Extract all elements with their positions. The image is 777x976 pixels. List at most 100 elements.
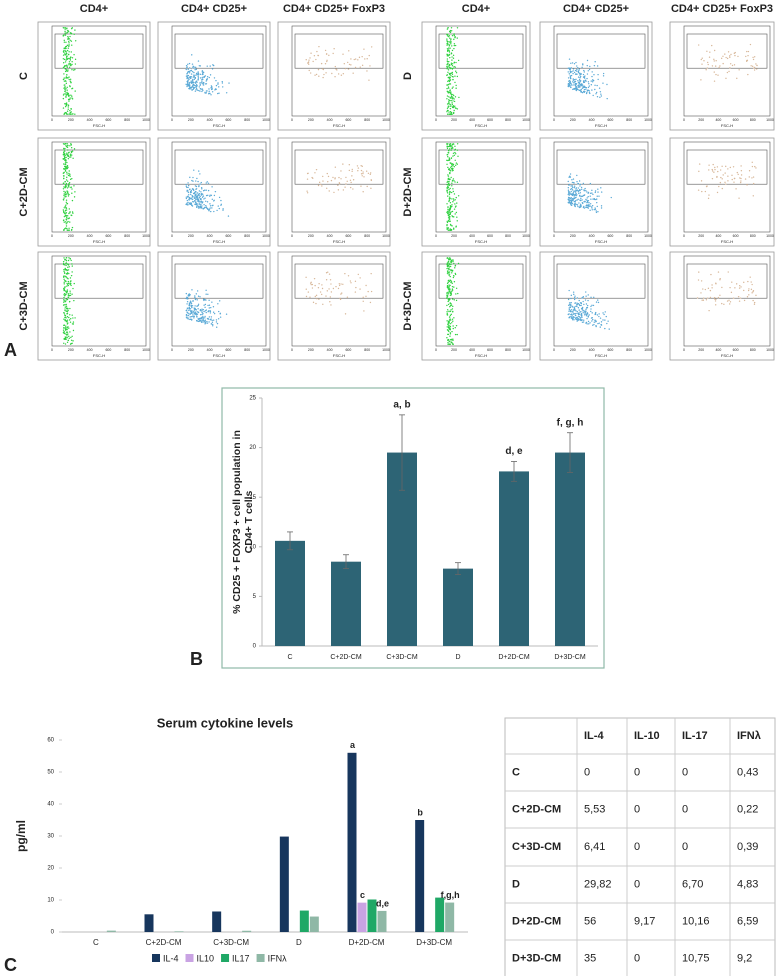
flow-dot [64,32,66,34]
flow-dot [207,293,209,296]
flow-dot [188,309,190,312]
flow-dot [64,156,66,159]
flow-dot [446,203,448,205]
flow-dot [569,75,571,77]
flow-dot [580,83,582,86]
flow-dot [592,94,594,97]
flow-dot [448,193,451,196]
flow-dot [735,188,737,190]
flow-dot [576,65,578,67]
y-tick-label: 10 [249,544,256,550]
flow-dot [597,191,599,193]
flow-dot [447,143,449,145]
flow-dot [201,316,203,319]
flow-dot [186,307,189,310]
flow-dot [592,324,594,326]
flow-dot [198,192,201,195]
flow-dot [63,312,66,314]
flow-dot [449,90,451,92]
flow-dot [571,181,574,184]
flow-dot [717,296,720,299]
flow-dot [209,205,212,207]
flow-dot [64,150,66,152]
flow-dot [724,172,726,174]
flow-dot [69,80,71,82]
flow-dot [200,187,203,189]
flow-dot [197,205,200,207]
table-cell: 29,82 [584,878,612,890]
flow-dot [73,69,75,71]
flow-dot [717,271,720,273]
row-label: C+3D-CM [18,281,30,330]
x-tick-label: 800 [364,348,370,352]
flow-dot [196,203,198,206]
flow-dot [594,84,596,86]
flow-dot [65,331,68,333]
x-tick-label: 600 [225,348,231,352]
flow-dot [63,338,66,340]
flow-dot [698,170,700,173]
x-tick-label: 0 [435,118,437,122]
x-tick-label: 200 [68,234,74,238]
flow-dot [447,287,449,289]
flow-dot [721,178,723,180]
flow-dot [572,291,575,293]
flow-dot [187,85,189,87]
flow-dot [594,190,597,192]
flow-dot [202,308,205,311]
flow-dot [204,319,206,321]
flow-dot [196,316,198,318]
flow-dot [357,59,359,61]
flow-dot [69,35,71,38]
flow-dot [595,301,598,303]
flow-dot [217,303,219,305]
flow-dot [450,52,453,55]
flow-dot [206,322,209,324]
flow-dot [207,189,210,192]
flow-dot [747,280,749,283]
flow-dot [191,306,193,309]
flow-dot [73,299,75,302]
flow-dot [452,198,455,200]
flow-dot [714,166,716,169]
flow-dot [574,87,576,90]
flow-dot [740,170,743,172]
flow-dot [453,98,455,100]
flow-dot [65,206,67,209]
flow-dot [568,310,570,312]
flow-dot [572,70,574,72]
flow-dot [709,289,712,292]
flow-dot [324,63,327,65]
flow-dot [68,38,70,40]
flow-dot [71,98,74,100]
flow-dot [450,176,452,179]
flow-dot [715,283,717,285]
flow-dot [63,168,65,170]
flow-dot [447,195,449,197]
flow-dot [62,275,65,277]
flow-dot [191,54,193,56]
flow-dot [570,62,572,64]
flow-dot [714,168,716,171]
flow-dot [580,312,583,315]
annotation: a [350,740,356,750]
flow-dot [63,197,65,199]
flow-dot [449,306,451,308]
flow-dot [343,63,346,65]
x-axis-label: FSC-H [721,239,733,244]
flow-dot [211,91,214,93]
flow-dot [575,187,578,189]
flow-dot [73,185,75,187]
x-tick-label: C+3D-CM [213,938,249,947]
x-tick-label: 1000 [382,118,390,122]
flow-dot [446,35,449,37]
flow-dot [576,320,578,322]
flow-dot [317,184,320,187]
flow-dot [62,58,65,60]
flow-dot [447,341,449,344]
flow-dot [64,28,66,30]
flow-dot [582,296,584,299]
flow-dot [602,72,605,75]
flow-dot [571,204,573,206]
flow-dot [716,191,719,194]
